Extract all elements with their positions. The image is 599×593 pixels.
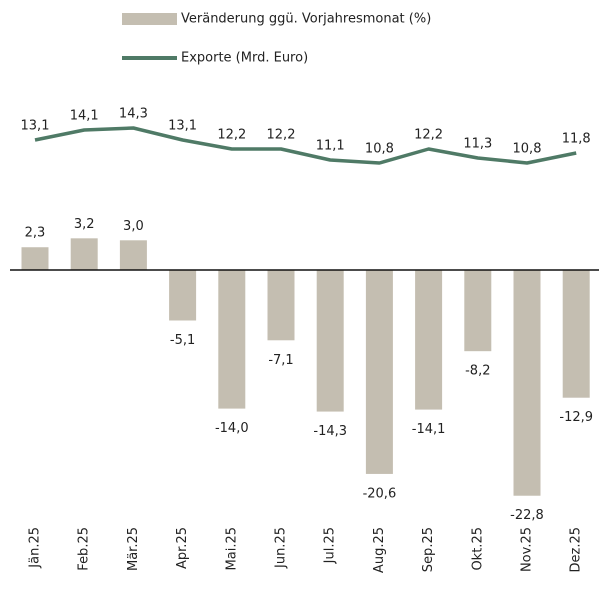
- data-label: 14,1: [70, 109, 99, 124]
- bar: [70, 238, 98, 270]
- x-tick-label: Jun.25: [274, 527, 289, 569]
- data-label: 11,3: [463, 137, 492, 152]
- x-tick-label: Mär.25: [126, 527, 141, 571]
- data-label: 11,1: [316, 139, 345, 154]
- data-label: 13,1: [168, 119, 197, 134]
- bar: [218, 270, 246, 409]
- data-label: 12,2: [414, 128, 443, 143]
- bar: [513, 270, 541, 496]
- legend-swatch: [122, 13, 177, 25]
- bar: [21, 247, 49, 270]
- data-label: 12,2: [267, 128, 296, 143]
- data-label: -14,3: [313, 424, 347, 439]
- data-label: 14,3: [119, 107, 148, 122]
- bar: [562, 270, 590, 398]
- data-label: 12,2: [217, 128, 246, 143]
- bar: [365, 270, 393, 474]
- data-label: 3,2: [74, 217, 95, 232]
- data-label: 3,0: [123, 219, 144, 234]
- x-tick-label: Apr.25: [175, 527, 190, 569]
- data-label: -5,1: [170, 333, 195, 348]
- bar: [169, 270, 197, 321]
- legend-label: Veränderung ggü. Vorjahresmonat (%): [181, 12, 431, 27]
- x-tick-label: Jul.25: [323, 527, 338, 564]
- bar: [267, 270, 295, 341]
- data-label: 13,1: [21, 119, 50, 134]
- data-label: 11,8: [562, 132, 591, 147]
- data-label: 10,8: [513, 142, 542, 157]
- data-label: 2,3: [25, 226, 46, 241]
- x-tick-label: Feb.25: [77, 527, 92, 571]
- data-label: -8,2: [465, 364, 490, 379]
- x-tick-label: Aug.25: [372, 527, 387, 573]
- data-label: -22,8: [510, 508, 544, 523]
- x-tick-label: Jän.25: [28, 527, 43, 569]
- bar: [316, 270, 344, 412]
- data-label: -14,0: [215, 421, 249, 436]
- legend-label: Exporte (Mrd. Euro): [181, 51, 308, 66]
- data-label: -12,9: [559, 410, 593, 425]
- x-tick-label: Sep.25: [421, 527, 436, 572]
- x-tick-label: Dez.25: [569, 527, 584, 573]
- x-tick-label: Nov.25: [520, 527, 535, 572]
- data-label: 10,8: [365, 142, 394, 157]
- data-label: -7,1: [268, 353, 293, 368]
- x-tick-label: Okt.25: [470, 527, 485, 571]
- data-label: -14,1: [412, 422, 446, 437]
- bar: [119, 240, 147, 270]
- x-tick-label: Mai.25: [224, 527, 239, 570]
- bar: [415, 270, 443, 410]
- bar: [464, 270, 492, 352]
- line: [34, 126, 577, 165]
- data-label: -20,6: [363, 486, 397, 501]
